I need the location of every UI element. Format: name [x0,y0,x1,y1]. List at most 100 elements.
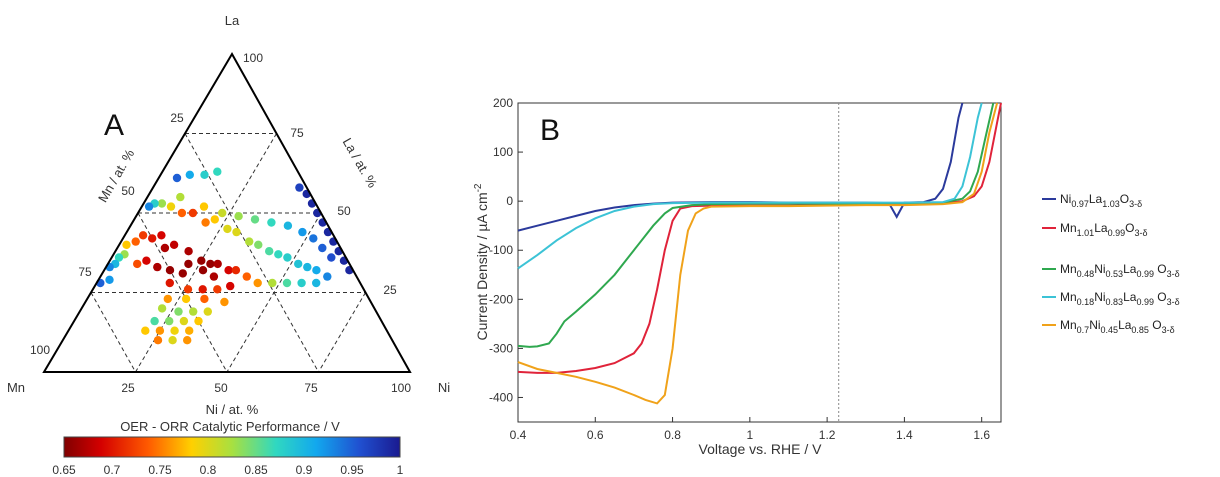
ternary-point [294,259,303,269]
ternary-point [183,336,192,345]
ternary-point [178,269,187,278]
ternary-point [198,266,208,275]
legend-label-mn_ni_la_018: Mn0.18Ni0.83La0.99 O3-δ [1060,290,1180,307]
ternary-grid-line [318,292,366,373]
colorbar-tick-label: 0.85 [244,463,268,477]
ternary-point [283,221,293,230]
x-tick-label: 1.6 [973,428,990,442]
ternary-point [213,167,222,176]
y-axis-label-main: Current Density / µA cm [474,192,490,340]
colorbar-ticks: 0.65 0.7 0.75 0.8 0.85 0.9 0.95 1 [52,463,403,477]
ternary-point [198,285,207,294]
ternary-point [245,237,254,246]
legend-label-ni_la: Ni0.97La1.03O3-δ [1060,192,1142,209]
ternary-point [160,243,170,253]
ternary-point [194,316,203,326]
ternary-point [189,307,198,316]
ternary-point [172,173,182,183]
line-series [517,102,1002,405]
ternary-point [183,285,193,294]
ternary-point [144,202,154,211]
ternary-point [169,240,179,249]
ternary-point [199,202,209,211]
ternary-point [298,227,307,237]
ternary-point [114,253,124,262]
y-tick-label: 100 [493,145,513,159]
ternary-grid-line [184,133,319,373]
ternary-point [157,199,167,208]
ternary-point [177,208,187,218]
x-tick-label: 0.4 [510,428,527,442]
ternary-point [323,272,332,281]
ternary-point [197,256,206,265]
ternary-point [234,212,243,221]
x-tick-label: 1 [746,428,753,442]
colorbar-tick-label: 0.65 [52,463,76,477]
ternary-point [206,259,215,269]
ternary-point [165,278,174,288]
colorbar-tick-label: 0.7 [104,463,121,477]
ternary-point [213,285,222,294]
ternary-grid-line [226,212,322,373]
colorbar-title: OER - ORR Catalytic Performance / V [120,419,340,434]
ternary-point [265,247,274,256]
ternary-point [141,326,150,335]
ternary-point [122,240,131,249]
panel-letter-a: A [104,109,124,142]
ternary-point [224,266,233,275]
series-line-mn_ni_la_07 [517,102,999,405]
top-tick-100: 100 [243,51,263,65]
ternary-point [133,259,142,269]
ternary-point [153,262,162,272]
ternary-point [253,278,262,288]
ternary-point [250,215,260,224]
right-tick-50: 50 [337,204,351,218]
ternary-point [157,231,166,240]
series-line-mn_ni_la_018 [517,102,983,270]
ternary-point [148,234,157,243]
ternary-point [297,278,306,288]
ternary-point [201,218,210,227]
ternary-points [96,167,354,345]
bottom-tick-100: 100 [391,381,411,395]
ternary-point [327,253,336,262]
right-tick-25: 25 [383,283,397,297]
x-axis-label: Voltage vs. RHE / V [699,441,823,457]
ternary-point [181,294,191,304]
plot-frame [517,102,1002,423]
ternary-point [220,297,229,307]
x-tick-label: 0.6 [587,428,604,442]
colorbar-tick-label: 0.95 [340,463,364,477]
ternary-point [131,237,140,246]
ternary-point [142,256,151,265]
legend-label-mn_ni_la_07: Mn0.7Ni0.45La0.85 O3-δ [1060,318,1175,335]
y-tick-label: 200 [493,96,513,110]
ternary-point [174,307,183,316]
y-axis-label: Current Density / µA cm-2 [473,183,490,340]
ternary-point [200,294,209,304]
axis-label-ni: Ni / at. % [206,402,259,417]
y-tick-label: -300 [489,341,513,355]
ternary-point [283,253,292,262]
y-tick-label: -400 [489,390,513,404]
ternary-point [184,259,193,269]
x-tick-label: 0.8 [664,428,681,442]
ternary-point [318,243,327,253]
ternary-tick-labels: 25 50 75 100 75 50 25 25 50 75 100 [30,111,411,395]
ternary-point [312,266,321,275]
ternary-point [232,227,241,237]
ternary-point [282,278,292,288]
ternary-point [218,208,227,218]
ternary-point [295,183,304,192]
ternary-point [254,240,263,249]
x-tick-label: 1.4 [896,428,913,442]
legend: Ni0.97La1.03O3-δ Mn1.01La0.99O3-δ Mn0.48Ni… [1042,192,1180,335]
y-tick-label: -100 [489,243,513,257]
x-tick-label: 1.2 [819,428,836,442]
line-chart-panel: B 0.4 0.6 0.8 1 1.2 1.4 1.6 200 100 0 -100 -200 -300… [473,96,1002,457]
ternary-point [267,218,276,227]
ternary-point [185,326,194,335]
ternary-point [200,170,209,179]
ternary-point [170,326,179,335]
ternary-point [210,215,219,224]
